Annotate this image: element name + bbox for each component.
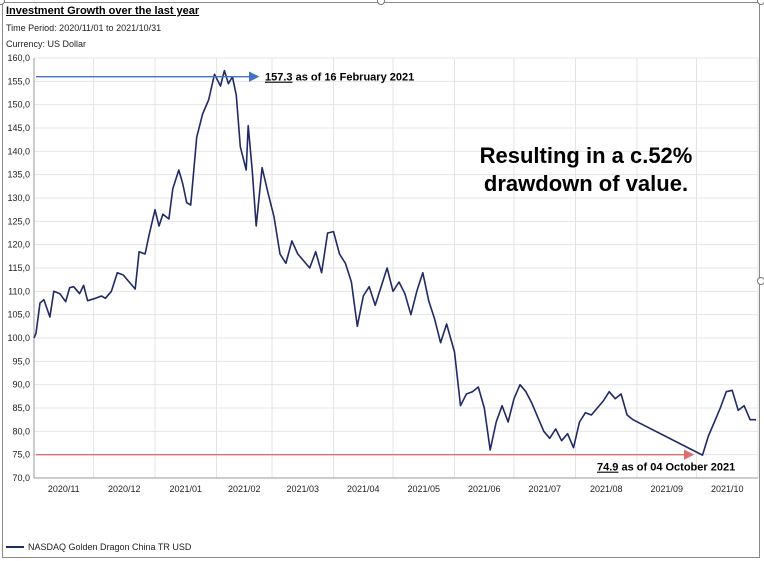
y-tick-label: 90,0 bbox=[12, 380, 30, 390]
trough-annotation: 74.9 as of 04 October 2021 bbox=[597, 462, 735, 474]
trough-date-text: as of 04 October 2021 bbox=[618, 462, 735, 474]
y-tick-label: 70,0 bbox=[12, 473, 30, 483]
legend-swatch bbox=[6, 546, 24, 548]
x-tick-label: 2021/09 bbox=[650, 484, 683, 494]
x-tick-label: 2021/02 bbox=[228, 484, 261, 494]
x-tick-label: 2020/12 bbox=[108, 484, 141, 494]
y-tick-label: 110,0 bbox=[8, 286, 30, 296]
y-tick-label: 135,0 bbox=[7, 170, 30, 180]
x-tick-label: 2021/04 bbox=[347, 484, 380, 494]
resize-handle-top-left[interactable] bbox=[0, 0, 5, 5]
y-tick-label: 155,0 bbox=[7, 76, 30, 86]
peak-annotation: 157.3 as of 16 February 2021 bbox=[265, 72, 414, 84]
time-period-label: Time Period: 2020/11/01 to 2021/10/31 bbox=[6, 23, 162, 33]
y-tick-label: 160,0 bbox=[7, 53, 30, 63]
x-tick-label: 2021/08 bbox=[590, 484, 623, 494]
resize-handle-right[interactable] bbox=[757, 277, 764, 285]
x-tick-label: 2021/07 bbox=[528, 484, 561, 494]
x-tick-label: 2021/10 bbox=[711, 484, 744, 494]
y-tick-label: 95,0 bbox=[12, 356, 30, 366]
y-tick-label: 125,0 bbox=[7, 216, 30, 226]
series-line bbox=[33, 69, 756, 456]
y-tick-label: 115,0 bbox=[8, 263, 30, 273]
headline-line-1: Resulting in a c.52% bbox=[480, 143, 693, 168]
y-tick-label: 145,0 bbox=[7, 123, 30, 133]
trough-value: 74.9 bbox=[597, 462, 618, 474]
x-tick-label: 2021/03 bbox=[286, 484, 319, 494]
peak-date-text: as of 16 February 2021 bbox=[293, 72, 415, 84]
chart-title: Investment Growth over the last year bbox=[6, 5, 200, 17]
y-tick-label: 150,0 bbox=[7, 100, 30, 110]
headline-line-2: drawdown of value. bbox=[484, 171, 688, 196]
legend-label: NASDAQ Golden Dragon China TR USD bbox=[28, 542, 192, 552]
legend: NASDAQ Golden Dragon China TR USD bbox=[6, 542, 191, 552]
x-tick-label: 2020/11 bbox=[48, 484, 80, 494]
y-tick-label: 120,0 bbox=[7, 240, 30, 250]
y-tick-label: 100,0 bbox=[7, 333, 30, 343]
peak-value: 157.3 bbox=[265, 72, 293, 84]
resize-handle-top-right[interactable] bbox=[757, 0, 764, 5]
y-tick-label: 140,0 bbox=[7, 146, 30, 156]
y-tick-label: 85,0 bbox=[12, 403, 30, 413]
resize-handle-top[interactable] bbox=[377, 0, 385, 5]
currency-label: Currency: US Dollar bbox=[6, 39, 87, 49]
y-tick-label: 105,0 bbox=[7, 310, 30, 320]
x-tick-label: 2021/05 bbox=[407, 484, 440, 494]
y-tick-label: 130,0 bbox=[7, 193, 30, 203]
x-tick-label: 2021/06 bbox=[468, 484, 501, 494]
y-tick-label: 75,0 bbox=[12, 450, 30, 460]
x-tick-label: 2021/01 bbox=[169, 484, 202, 494]
y-tick-label: 80,0 bbox=[12, 426, 30, 436]
